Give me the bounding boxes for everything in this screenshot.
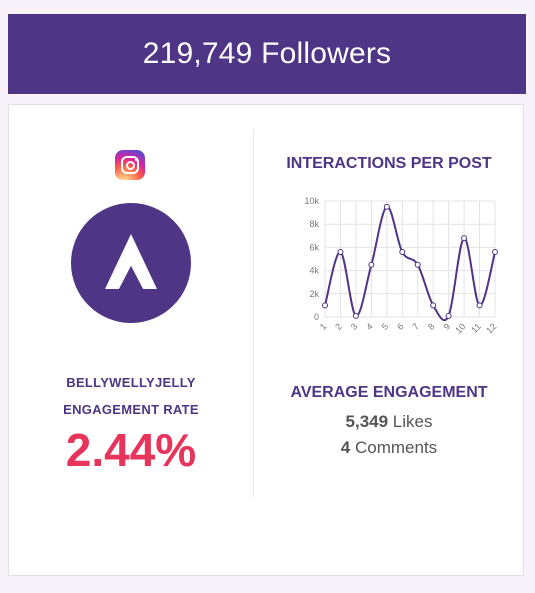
- data-point: [430, 302, 437, 309]
- y-tick-label: 0: [314, 312, 319, 322]
- data-point: [337, 249, 344, 256]
- data-point: [383, 203, 390, 210]
- y-tick-label: 2k: [309, 289, 319, 299]
- data-point: [492, 249, 498, 256]
- data-point: [322, 302, 328, 309]
- average-engagement-title: AVERAGE ENGAGEMENT: [290, 384, 488, 401]
- x-tick-label: 12: [484, 321, 498, 335]
- comments-label: Comments: [355, 438, 438, 457]
- data-point: [399, 249, 406, 256]
- x-tick-label: 7: [411, 321, 422, 332]
- likes-label: Likes: [392, 412, 433, 431]
- x-tick-label: 1: [318, 321, 329, 332]
- comments-stat: 4 Comments: [254, 438, 524, 458]
- column-divider: [253, 130, 254, 497]
- x-tick-label: 3: [349, 321, 360, 332]
- engagement-rate-label: ENGAGEMENT RATE: [63, 402, 199, 417]
- stats-card: BELLYWELLYJELLY ENGAGEMENT RATE 2.44% IN…: [8, 104, 524, 576]
- y-tick-label: 6k: [309, 242, 319, 252]
- data-point: [461, 235, 468, 242]
- followers-header: 219,749 Followers: [8, 14, 526, 94]
- data-point: [368, 261, 375, 268]
- y-tick-label: 10k: [304, 196, 319, 206]
- instagram-icon: [115, 150, 145, 180]
- likes-value: 5,349: [345, 412, 389, 431]
- x-tick-label: 5: [380, 321, 391, 332]
- likes-stat: 5,349 Likes: [254, 412, 524, 432]
- y-tick-label: 8k: [309, 219, 319, 229]
- y-tick-label: 4k: [309, 266, 319, 276]
- avatar: [71, 203, 191, 323]
- arrow-up-logo-icon: [105, 234, 157, 289]
- x-tick-label: 9: [441, 321, 452, 332]
- data-point: [476, 302, 483, 309]
- x-tick-label: 10: [453, 321, 467, 335]
- followers-count: 219,749 Followers: [142, 37, 392, 70]
- x-tick-label: 6: [395, 321, 406, 332]
- x-tick-label: 8: [426, 321, 437, 332]
- data-point: [445, 312, 452, 319]
- x-tick-label: 11: [469, 321, 483, 335]
- comments-value: 4: [340, 438, 351, 457]
- account-name: BELLYWELLYJELLY: [66, 375, 196, 390]
- data-point: [414, 261, 421, 268]
- x-tick-label: 2: [333, 321, 344, 332]
- x-tick-label: 4: [364, 321, 375, 332]
- data-point: [352, 312, 359, 319]
- engagement-rate-value: 2.44%: [65, 424, 197, 476]
- chart-title: INTERACTIONS PER POST: [286, 155, 492, 172]
